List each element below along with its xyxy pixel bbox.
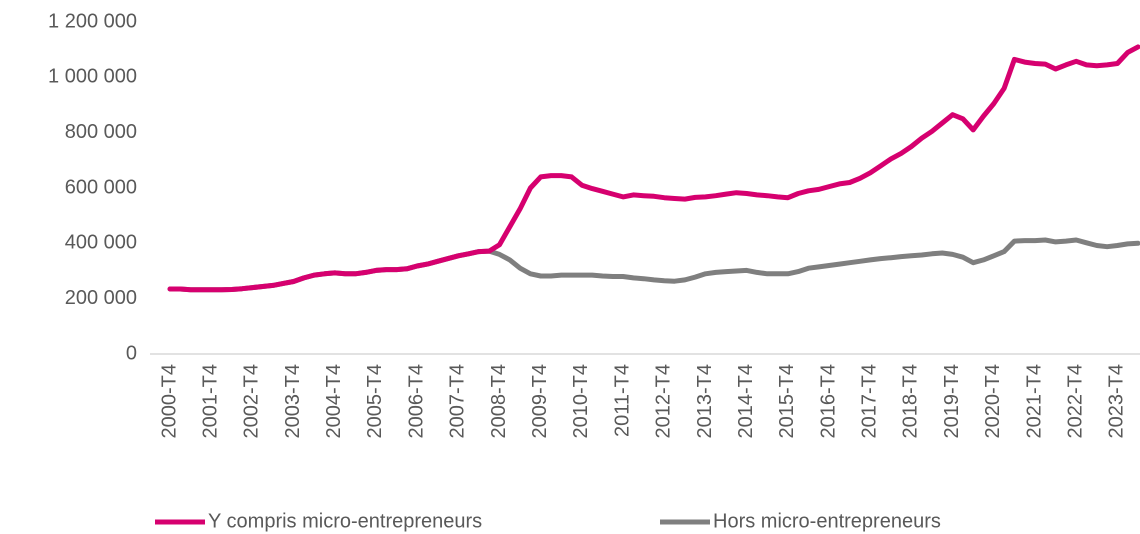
x-tick-label: 2000-T4 [158, 364, 180, 439]
x-tick-label: 2020-T4 [982, 364, 1004, 439]
line-series [167, 237, 1140, 293]
x-tick-label: 2010-T4 [570, 364, 592, 439]
x-tick-label: 2008-T4 [488, 364, 510, 439]
x-tick-label: 2004-T4 [323, 364, 345, 439]
x-tick-label: 2012-T4 [653, 364, 675, 439]
line-series [167, 44, 1140, 293]
x-tick-label: 2009-T4 [529, 364, 551, 439]
x-tick-label: 2022-T4 [1064, 364, 1086, 439]
x-tick-label: 2001-T4 [199, 364, 221, 439]
x-tick-label: 2016-T4 [817, 364, 839, 439]
x-tick-label: 2015-T4 [776, 364, 798, 439]
x-tick-label: 2013-T4 [694, 364, 716, 439]
x-tick-label: 2019-T4 [941, 364, 963, 439]
x-tick-label: 2011-T4 [611, 364, 633, 437]
y-tick-label: 800 000 [65, 121, 137, 143]
x-tick-label: 2023-T4 [1106, 364, 1128, 439]
legend-label: Hors micro-entrepreneurs [713, 510, 941, 532]
x-tick-label: 2007-T4 [447, 364, 469, 439]
y-tick-label: 600 000 [65, 176, 137, 198]
x-tick-label: 2006-T4 [405, 364, 427, 439]
x-tick-label: 2018-T4 [900, 364, 922, 439]
legend-label: Y compris micro-entrepreneurs [208, 510, 482, 532]
y-tick-label: 1 200 000 [48, 10, 137, 32]
y-tick-label: 400 000 [65, 232, 137, 254]
y-tick-label: 0 [126, 342, 137, 364]
x-tick-label: 2002-T4 [241, 364, 263, 439]
y-tick-label: 1 000 000 [48, 66, 137, 88]
x-tick-label: 2003-T4 [282, 364, 304, 439]
x-tick-label: 2021-T4 [1023, 364, 1045, 439]
y-tick-label: 200 000 [65, 287, 137, 309]
x-tick-label: 2014-T4 [735, 364, 757, 439]
x-tick-label: 2017-T4 [859, 364, 881, 439]
x-tick-label: 2005-T4 [364, 364, 386, 439]
